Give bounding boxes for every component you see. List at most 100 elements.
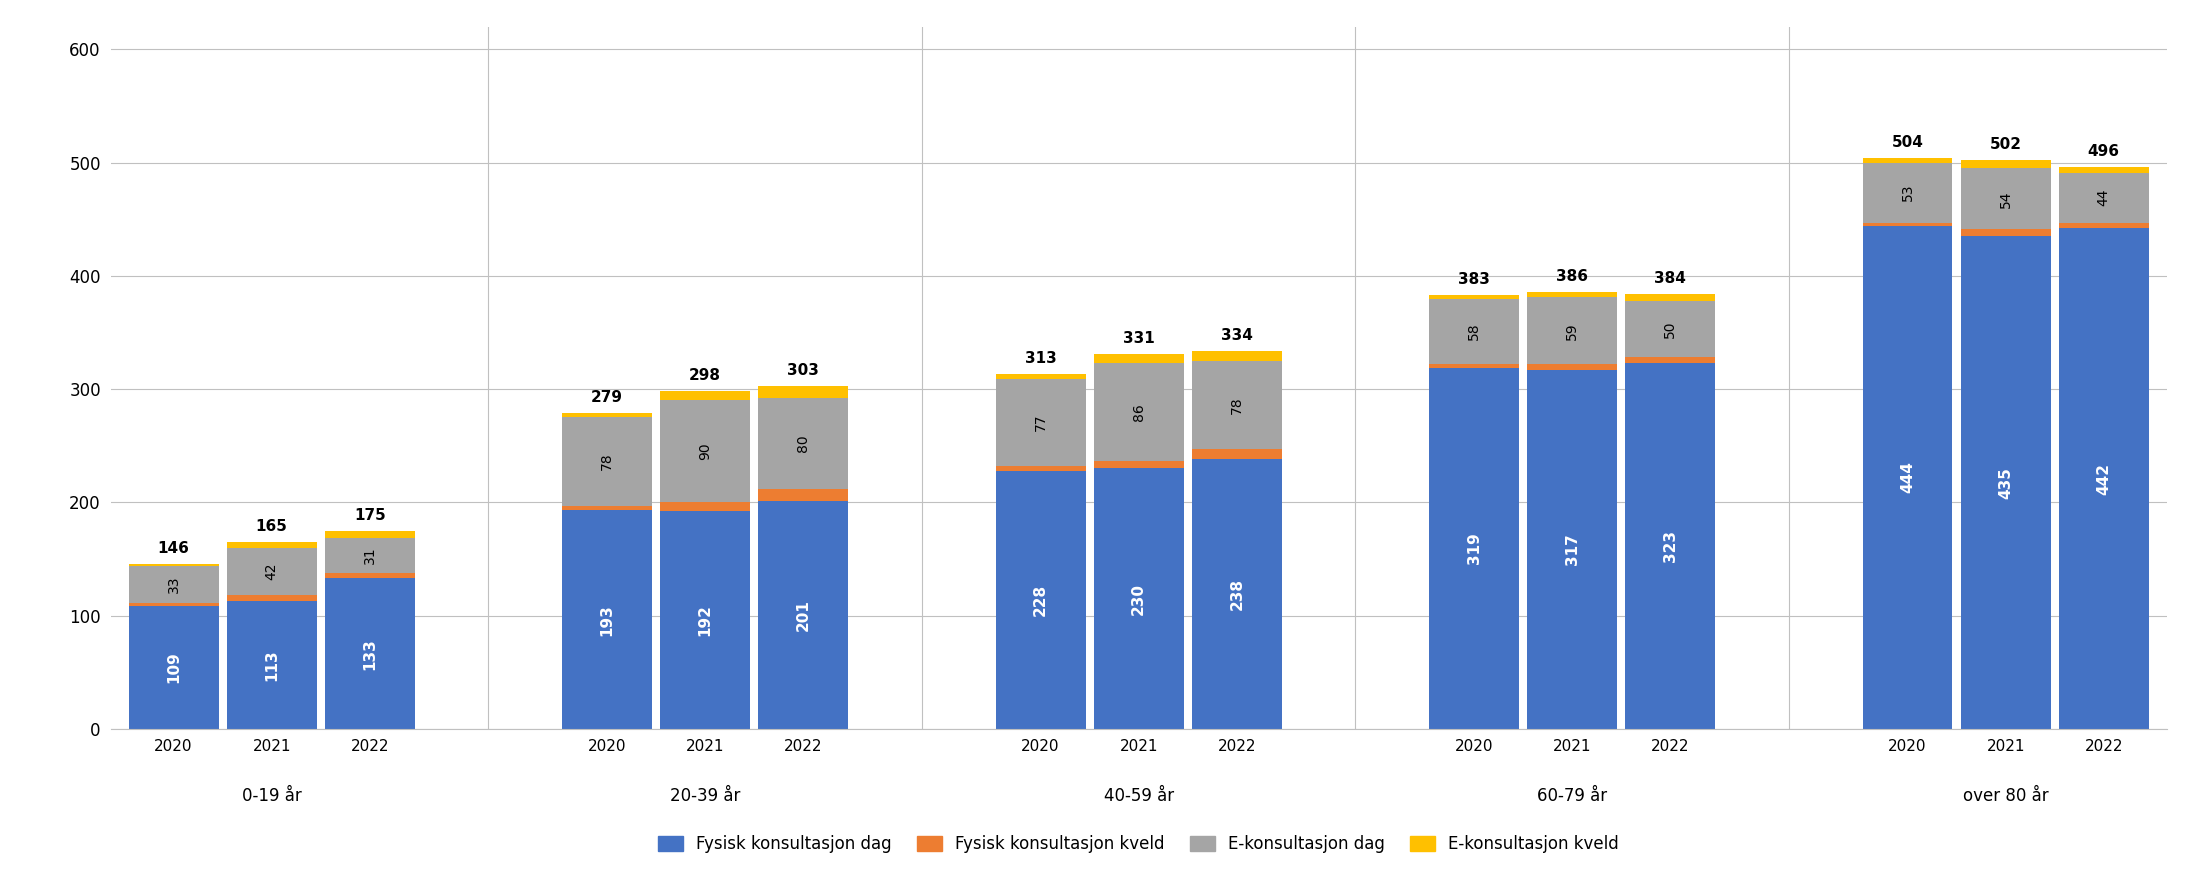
Bar <box>1961 236 2050 729</box>
Text: 313: 313 <box>1024 351 1057 366</box>
Bar <box>758 386 849 398</box>
Bar <box>758 398 849 489</box>
Bar <box>995 379 1086 466</box>
Text: 383: 383 <box>1457 272 1490 287</box>
Bar <box>562 412 652 418</box>
Bar <box>758 501 849 729</box>
Bar <box>661 502 750 511</box>
Text: 54: 54 <box>1999 190 2012 208</box>
Text: 53: 53 <box>1901 184 1915 202</box>
Bar <box>1428 295 1519 299</box>
Text: 384: 384 <box>1654 271 1687 286</box>
Text: 80: 80 <box>796 435 809 453</box>
Bar <box>1428 368 1519 729</box>
Bar <box>1094 363 1183 461</box>
Bar <box>1862 158 1952 163</box>
Bar <box>1528 292 1616 298</box>
Bar <box>661 511 750 729</box>
Bar <box>325 573 416 579</box>
Text: 504: 504 <box>1893 135 1924 150</box>
Text: 319: 319 <box>1466 533 1481 565</box>
Text: 165: 165 <box>256 519 287 534</box>
Bar <box>228 596 316 601</box>
Text: 146: 146 <box>157 541 190 556</box>
Bar <box>128 605 219 729</box>
Text: 303: 303 <box>787 363 820 378</box>
Bar <box>1862 226 1952 729</box>
Text: 90: 90 <box>699 443 712 461</box>
Text: 42: 42 <box>265 563 279 581</box>
Text: 50: 50 <box>1663 320 1678 338</box>
Text: 496: 496 <box>2087 144 2120 159</box>
Legend: Fysisk konsultasjon dag, Fysisk konsultasjon kveld, E-konsultasjon dag, E-konsul: Fysisk konsultasjon dag, Fysisk konsulta… <box>652 829 1625 860</box>
Text: 77: 77 <box>1033 413 1048 431</box>
Bar <box>1094 354 1183 363</box>
Text: 175: 175 <box>354 508 385 523</box>
Bar <box>1192 350 1282 361</box>
Text: 40-59 år: 40-59 år <box>1103 788 1174 805</box>
Text: 323: 323 <box>1663 530 1678 562</box>
Bar <box>1862 222 1952 226</box>
Text: 86: 86 <box>1132 403 1145 420</box>
Bar <box>228 548 316 596</box>
Text: 502: 502 <box>1990 138 2021 152</box>
Bar <box>1625 300 1716 357</box>
Bar <box>995 466 1086 470</box>
Bar <box>228 601 316 729</box>
Text: 193: 193 <box>599 604 615 636</box>
Bar <box>1528 298 1616 364</box>
Bar <box>325 579 416 729</box>
Text: 386: 386 <box>1557 268 1587 284</box>
Bar <box>128 564 219 566</box>
Bar <box>325 531 416 538</box>
Bar <box>1528 370 1616 729</box>
Text: 109: 109 <box>166 652 181 683</box>
Text: 334: 334 <box>1220 328 1254 342</box>
Bar <box>325 538 416 573</box>
Text: 0-19 år: 0-19 år <box>241 788 301 805</box>
Text: 113: 113 <box>263 649 279 681</box>
Bar <box>128 604 219 605</box>
Text: 298: 298 <box>690 368 721 383</box>
Text: 331: 331 <box>1123 331 1154 346</box>
Text: 442: 442 <box>2096 462 2112 494</box>
Text: 60-79 år: 60-79 år <box>1537 788 1607 805</box>
Text: 78: 78 <box>599 453 615 470</box>
Text: 238: 238 <box>1229 578 1245 610</box>
Bar <box>1862 163 1952 222</box>
Bar <box>1192 361 1282 449</box>
Text: 317: 317 <box>1565 533 1579 565</box>
Bar <box>661 400 750 502</box>
Bar <box>2058 222 2149 228</box>
Bar <box>1192 460 1282 729</box>
Bar <box>1961 160 2050 168</box>
Bar <box>562 506 652 510</box>
Bar <box>128 566 219 604</box>
Bar <box>1094 469 1183 729</box>
Text: 44: 44 <box>2096 189 2112 206</box>
Text: 78: 78 <box>1229 396 1245 413</box>
Text: 20-39 år: 20-39 år <box>670 788 741 805</box>
Bar <box>1428 364 1519 368</box>
Bar <box>2058 167 2149 172</box>
Bar <box>1428 299 1519 364</box>
Bar <box>1961 229 2050 236</box>
Bar <box>562 418 652 506</box>
Text: 59: 59 <box>1565 322 1579 340</box>
Bar <box>995 374 1086 379</box>
Text: 230: 230 <box>1132 582 1145 614</box>
Bar <box>995 470 1086 729</box>
Text: 435: 435 <box>1999 467 2014 499</box>
Text: 279: 279 <box>590 390 624 405</box>
Text: 228: 228 <box>1033 584 1048 616</box>
Text: 31: 31 <box>363 546 376 564</box>
Bar <box>1192 449 1282 460</box>
Bar <box>1625 363 1716 729</box>
Bar <box>1961 168 2050 229</box>
Text: 192: 192 <box>699 605 712 637</box>
Bar <box>2058 172 2149 222</box>
Bar <box>2058 228 2149 729</box>
Text: 33: 33 <box>166 576 181 593</box>
Text: 58: 58 <box>1468 323 1481 340</box>
Bar <box>1094 461 1183 469</box>
